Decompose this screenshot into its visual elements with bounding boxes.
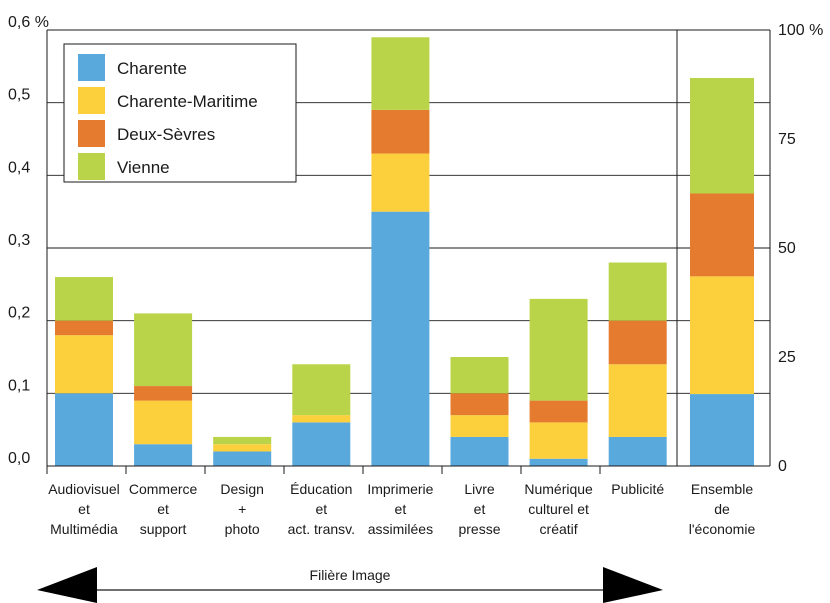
ensemble-bar-segment — [690, 276, 754, 394]
filiere-arrow: Filière Image — [37, 567, 663, 603]
bar-segment — [609, 364, 667, 437]
ensemble-bar-segment — [690, 394, 754, 466]
category-labels: Audiovisuel et Multimédia Commerce et support… — [48, 481, 755, 537]
bar-segment — [292, 364, 350, 415]
bar-segment — [371, 110, 429, 154]
category-label: Design — [220, 481, 264, 497]
left-tick-label: 0,4 — [8, 159, 30, 176]
bar-segment — [451, 393, 509, 415]
bar-segment — [134, 386, 192, 401]
bar-segment — [55, 277, 113, 321]
bar-segment — [530, 459, 588, 466]
bar-segment — [530, 299, 588, 401]
category-label: et — [395, 501, 407, 517]
category-label: et — [78, 501, 90, 517]
bar-segment — [134, 444, 192, 466]
bar-segment — [213, 451, 271, 466]
arrow-head-right — [603, 567, 663, 603]
left-tick-label: 0,5 — [8, 87, 30, 104]
category-label: culturel et — [528, 501, 589, 517]
legend-label: Vienne — [117, 158, 170, 177]
bar-segment — [451, 357, 509, 393]
bar-segment — [213, 444, 271, 451]
right-tick-label: 0 — [778, 458, 787, 475]
right-tick-label: 100 % — [778, 22, 823, 39]
category-label: Multimédia — [50, 521, 118, 537]
bar-segment — [371, 212, 429, 466]
legend-swatch — [78, 87, 105, 114]
legend-swatch — [78, 153, 105, 180]
bar-segment — [609, 263, 667, 321]
category-label: Ensemble — [691, 481, 753, 497]
bar-segment — [292, 422, 350, 466]
category-label: Commerce — [129, 481, 198, 497]
right-tick-label: 50 — [778, 240, 796, 257]
legend-label: Charente-Maritime — [117, 92, 258, 111]
category-label: l'économie — [689, 521, 756, 537]
bar-segment — [55, 321, 113, 336]
bar-segment — [134, 313, 192, 386]
arrow-label: Filière Image — [310, 567, 391, 583]
category-label: et — [315, 501, 327, 517]
category-label: et — [157, 501, 169, 517]
arrow-head-left — [37, 567, 97, 603]
bar-segment — [371, 37, 429, 110]
left-tick-label: 0,3 — [8, 232, 30, 249]
category-label: de — [714, 501, 730, 517]
bar-segment — [530, 401, 588, 423]
category-label: presse — [458, 521, 500, 537]
left-tick-label: 0,0 — [8, 450, 30, 467]
category-label: créatif — [540, 521, 578, 537]
left-axis-ticks: 0,0 0,1 0,2 0,3 0,4 0,5 0,6 % — [8, 14, 49, 467]
legend: Charente Charente-Maritime Deux-Sèvres Vien… — [64, 44, 296, 182]
right-tick-label: 25 — [778, 349, 796, 366]
left-tick-label: 0,2 — [8, 305, 30, 322]
category-label: support — [140, 521, 187, 537]
bar-segment — [55, 335, 113, 393]
category-label: photo — [225, 521, 260, 537]
bar-segment — [451, 437, 509, 466]
category-label: assimilées — [368, 521, 433, 537]
category-label: Livre — [464, 481, 495, 497]
ensemble-bar-segment — [690, 78, 754, 194]
category-label: Éducation — [290, 481, 352, 497]
legend-label: Charente — [117, 59, 187, 78]
right-axis-ticks: 0 25 50 75 100 % — [778, 22, 823, 475]
bar-segment — [134, 401, 192, 445]
legend-swatch — [78, 120, 105, 147]
bar-segment — [609, 321, 667, 365]
left-tick-label: 0,6 % — [8, 14, 49, 31]
bar-segment — [292, 415, 350, 422]
legend-label: Deux-Sèvres — [117, 125, 215, 144]
bar-segment — [371, 154, 429, 212]
bar-segment — [451, 415, 509, 437]
category-label: Imprimerie — [367, 481, 433, 497]
category-label: Publicité — [611, 481, 664, 497]
category-label: + — [238, 501, 246, 517]
bar-segment — [530, 422, 588, 458]
category-label: act. transv. — [288, 521, 355, 537]
category-label: et — [474, 501, 486, 517]
category-label: Audiovisuel — [48, 481, 120, 497]
left-tick-label: 0,1 — [8, 377, 30, 394]
legend-swatch — [78, 54, 105, 81]
right-tick-label: 75 — [778, 131, 796, 148]
bar-segment — [55, 393, 113, 466]
ensemble-bar-segment — [690, 194, 754, 277]
category-label: Numérique — [524, 481, 593, 497]
bar-segment — [609, 437, 667, 466]
bar-segment — [213, 437, 271, 444]
